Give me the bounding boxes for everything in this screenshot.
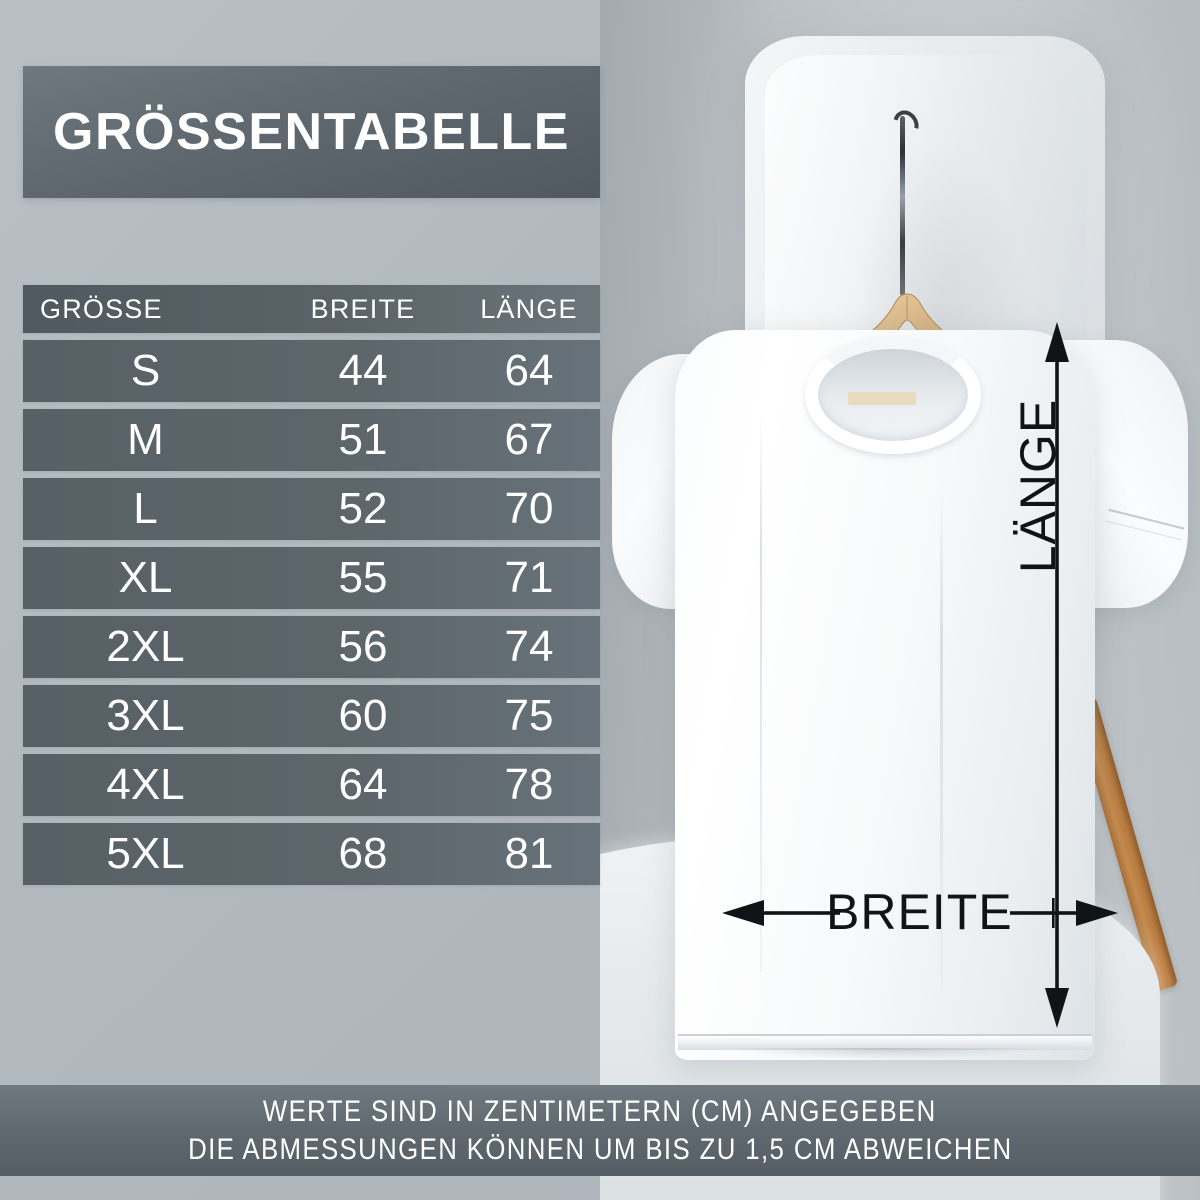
white-tshirt: [610, 292, 1198, 1072]
cell-width: 51: [338, 415, 388, 464]
product-photo: [600, 0, 1200, 1200]
tshirt-fold: [760, 412, 762, 972]
length-measure-arrow: [1043, 322, 1071, 1028]
header-size: GRÖSSE: [40, 293, 163, 324]
length-label: LÄNGE: [1010, 398, 1066, 574]
cell-size: 4XL: [106, 760, 185, 809]
tshirt-hem: [678, 1034, 1092, 1050]
cell-width: 44: [338, 346, 388, 395]
table-row: 5XL 68 81: [23, 823, 600, 885]
cell-size: 2XL: [106, 622, 185, 671]
double-arrow-vertical-icon: [1045, 322, 1069, 1028]
cell-width: 55: [338, 553, 388, 602]
cell-length: 78: [504, 760, 554, 809]
cell-width: 68: [338, 829, 388, 878]
table-row: XL 55 71: [23, 547, 600, 609]
cell-length: 74: [504, 622, 554, 671]
table-row: 2XL 56 74: [23, 616, 600, 678]
header-length: LÄNGE: [480, 293, 578, 324]
table-row: 4XL 64 78: [23, 754, 600, 816]
footer-note: WERTE SIND IN ZENTIMETERN (CM) ANGEGEBEN…: [0, 1085, 1200, 1176]
cell-width: 52: [338, 484, 388, 533]
header-width: BREITE: [310, 293, 416, 324]
title-banner: GRÖSSENTABELLE: [23, 66, 600, 198]
cell-length: 71: [504, 553, 554, 602]
cell-size: 5XL: [106, 829, 185, 878]
table-row: S 44 64: [23, 340, 600, 402]
cell-size: M: [127, 415, 164, 464]
cell-length: 64: [504, 346, 554, 395]
tshirt-drop-shadow: [670, 1048, 1100, 1064]
page-title: GRÖSSENTABELLE: [53, 103, 570, 161]
hanger-hook-icon: [900, 116, 905, 296]
cell-size: L: [133, 484, 158, 533]
footer-line-2: DIE ABMESSUNGEN KÖNNEN UM BIS ZU 1,5 CM …: [187, 1132, 1013, 1166]
cell-length: 67: [504, 415, 554, 464]
table-row: L 52 70: [23, 478, 600, 540]
cell-length: 81: [504, 829, 554, 878]
cell-width: 60: [338, 691, 388, 740]
cell-size: 3XL: [106, 691, 185, 740]
cell-size: XL: [118, 553, 173, 602]
tshirt-fold: [940, 492, 943, 992]
cell-size: S: [130, 346, 161, 395]
table-header-row: GRÖSSE BREITE LÄNGE: [23, 285, 600, 333]
table-row: 3XL 60 75: [23, 685, 600, 747]
width-label: BREITE: [826, 884, 1013, 940]
footer-line-1: WERTE SIND IN ZENTIMETERN (CM) ANGEGEBEN: [263, 1094, 937, 1128]
cell-length: 70: [504, 484, 554, 533]
table-row: M 51 67: [23, 409, 600, 471]
cell-length: 75: [504, 691, 554, 740]
cell-width: 56: [338, 622, 388, 671]
tshirt-neck-label: [848, 392, 916, 405]
cell-width: 64: [338, 760, 388, 809]
size-table: GRÖSSE BREITE LÄNGE S 44 64 M 51 67 L 52…: [23, 285, 600, 892]
